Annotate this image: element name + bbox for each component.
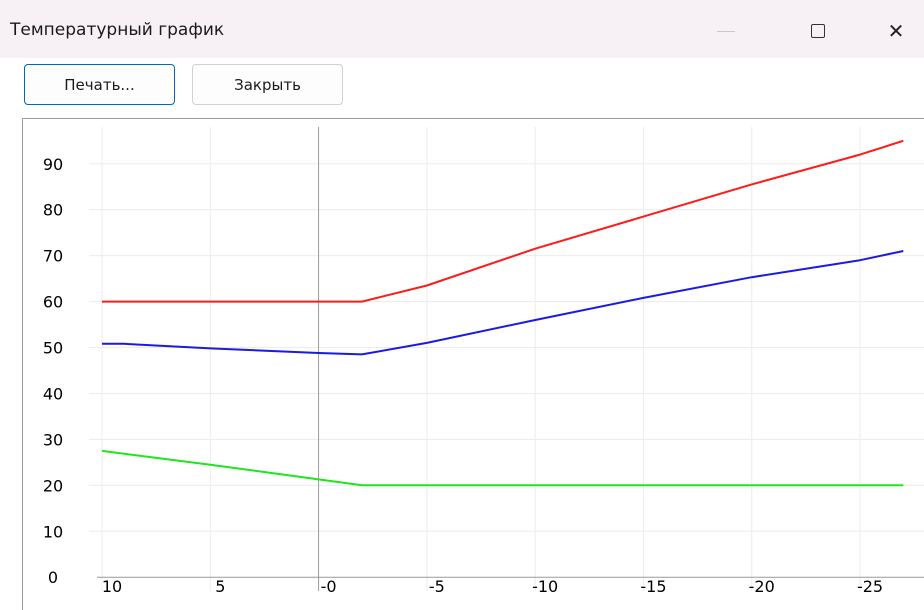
y-tick-label: 70	[43, 247, 63, 266]
maximize-icon	[811, 24, 825, 38]
x-tick-label: -10	[532, 577, 558, 596]
close-window-button[interactable]: ✕	[876, 14, 916, 48]
title-bar: Температурный график ✕	[0, 0, 924, 58]
x-tick-label: -15	[640, 577, 666, 596]
x-tick-label: 5	[215, 577, 225, 596]
x-tick-label: 10	[102, 577, 122, 596]
y-tick-label: 20	[43, 476, 63, 495]
close-button[interactable]: Закрыть	[192, 64, 343, 105]
y-tick-label: 10	[43, 522, 63, 541]
close-icon: ✕	[887, 19, 905, 43]
y-tick-label: 40	[43, 384, 63, 403]
series-line-1	[102, 139, 904, 303]
minimize-icon	[717, 30, 735, 32]
minimize-button[interactable]	[706, 14, 746, 48]
x-tick-label: -20	[749, 577, 775, 596]
x-tick-label: -0	[321, 577, 337, 596]
series-line-2	[102, 250, 904, 356]
maximize-button[interactable]	[798, 14, 838, 48]
print-button[interactable]: Печать...	[24, 64, 175, 105]
series-line-3	[101, 449, 904, 487]
window-title: Температурный график	[10, 20, 225, 40]
y-tick-label: 50	[43, 339, 63, 358]
y-tick-label: 0	[48, 568, 58, 587]
x-tick-label: -25	[857, 577, 883, 596]
y-tick-label: 90	[43, 155, 63, 174]
y-tick-label: 60	[43, 293, 63, 312]
temperature-chart: 0 10 20 30 40 50 60 70 80 90 10 5 -0 -5 -10 -15 -20 -25	[43, 127, 924, 596]
chart-area: 0 10 20 30 40 50 60 70 80 90 10 5 -0 -5 -10 -15 -20 -25	[22, 118, 924, 610]
y-tick-label: 30	[43, 430, 63, 449]
y-tick-label: 80	[43, 201, 63, 220]
x-tick-label: -5	[429, 577, 445, 596]
